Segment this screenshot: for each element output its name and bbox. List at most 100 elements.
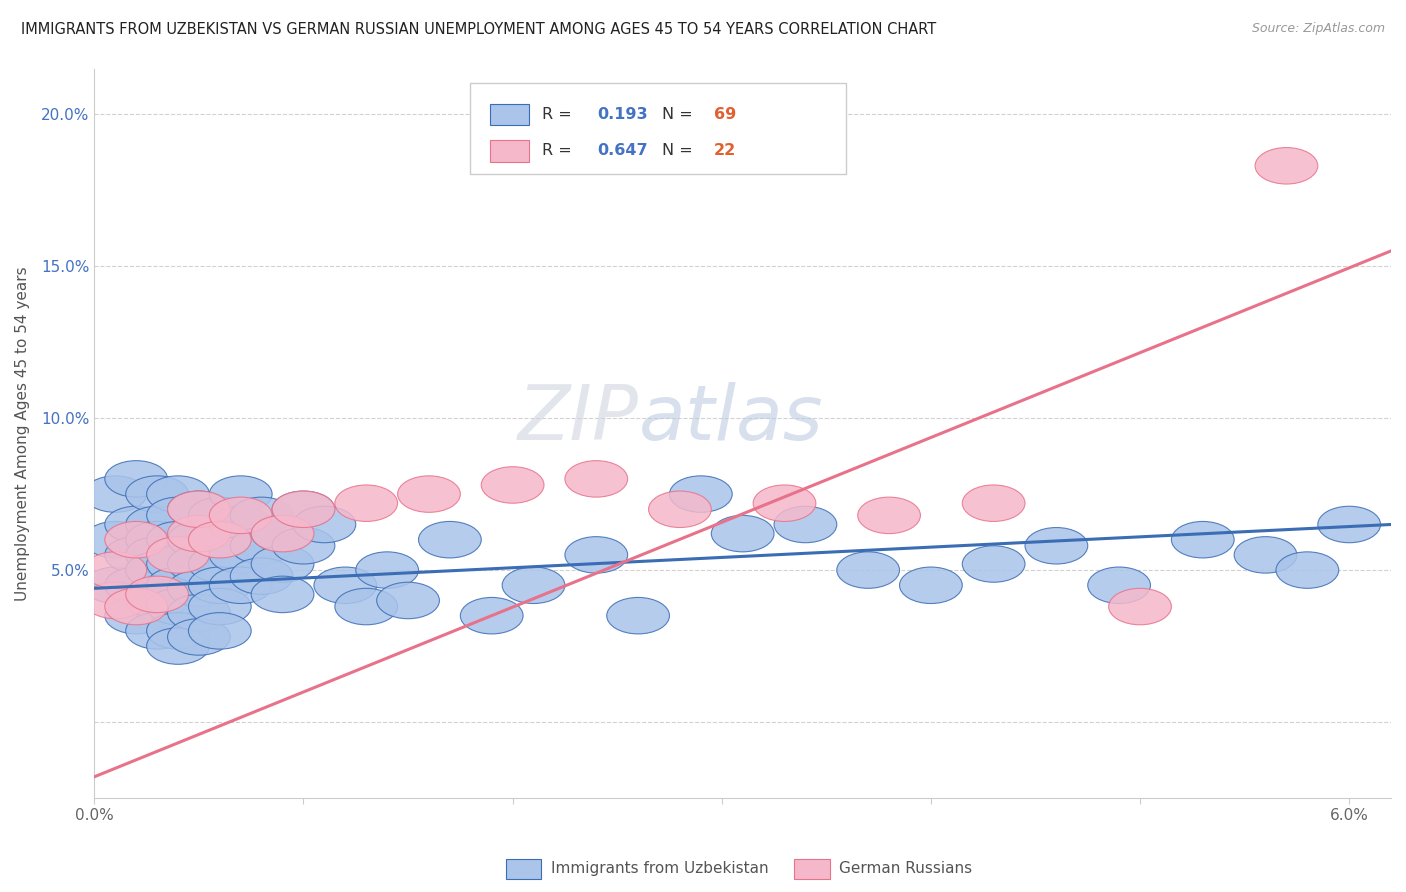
Ellipse shape: [398, 475, 460, 512]
Ellipse shape: [105, 567, 167, 604]
Ellipse shape: [167, 619, 231, 656]
Ellipse shape: [231, 558, 292, 594]
Ellipse shape: [146, 537, 209, 574]
Ellipse shape: [167, 491, 231, 527]
Ellipse shape: [252, 516, 314, 552]
Ellipse shape: [962, 546, 1025, 582]
Ellipse shape: [754, 485, 815, 522]
Text: atlas: atlas: [638, 382, 824, 456]
FancyBboxPatch shape: [471, 83, 846, 174]
Ellipse shape: [146, 589, 209, 624]
Text: N =: N =: [662, 107, 699, 122]
Ellipse shape: [188, 589, 252, 624]
Ellipse shape: [84, 582, 146, 619]
Ellipse shape: [125, 537, 188, 574]
Ellipse shape: [481, 467, 544, 503]
Ellipse shape: [84, 475, 146, 512]
Ellipse shape: [209, 475, 273, 512]
Ellipse shape: [146, 522, 209, 558]
Ellipse shape: [1256, 147, 1317, 184]
Ellipse shape: [858, 497, 921, 533]
Ellipse shape: [1088, 567, 1150, 604]
Ellipse shape: [1109, 589, 1171, 624]
Ellipse shape: [125, 522, 188, 558]
FancyBboxPatch shape: [489, 140, 529, 162]
Ellipse shape: [146, 475, 209, 512]
Ellipse shape: [1234, 537, 1296, 574]
Ellipse shape: [125, 582, 188, 619]
Ellipse shape: [607, 598, 669, 634]
Ellipse shape: [146, 613, 209, 649]
Text: Immigrants from Uzbekistan: Immigrants from Uzbekistan: [551, 862, 769, 876]
Ellipse shape: [1025, 527, 1088, 564]
Ellipse shape: [209, 497, 273, 533]
Ellipse shape: [273, 491, 335, 527]
Ellipse shape: [105, 598, 167, 634]
Ellipse shape: [105, 507, 167, 542]
Ellipse shape: [105, 522, 167, 558]
Ellipse shape: [146, 497, 209, 533]
Ellipse shape: [669, 475, 733, 512]
Ellipse shape: [209, 507, 273, 542]
Ellipse shape: [419, 522, 481, 558]
Ellipse shape: [231, 497, 292, 533]
Y-axis label: Unemployment Among Ages 45 to 54 years: Unemployment Among Ages 45 to 54 years: [15, 266, 30, 600]
Ellipse shape: [356, 552, 419, 589]
Ellipse shape: [167, 546, 231, 582]
Ellipse shape: [292, 507, 356, 542]
Ellipse shape: [565, 537, 627, 574]
Ellipse shape: [252, 516, 314, 552]
Ellipse shape: [167, 570, 231, 607]
FancyBboxPatch shape: [489, 103, 529, 126]
Ellipse shape: [167, 491, 231, 527]
Ellipse shape: [711, 516, 775, 552]
Ellipse shape: [252, 546, 314, 582]
Ellipse shape: [188, 613, 252, 649]
Ellipse shape: [84, 522, 146, 558]
Ellipse shape: [209, 567, 273, 604]
Ellipse shape: [167, 516, 231, 552]
Ellipse shape: [377, 582, 440, 619]
Ellipse shape: [314, 567, 377, 604]
Ellipse shape: [188, 546, 252, 582]
Ellipse shape: [125, 507, 188, 542]
Ellipse shape: [188, 522, 252, 558]
Ellipse shape: [775, 507, 837, 542]
Ellipse shape: [460, 598, 523, 634]
Text: R =: R =: [541, 107, 576, 122]
Ellipse shape: [1317, 507, 1381, 542]
Ellipse shape: [273, 491, 335, 527]
Text: 0.647: 0.647: [598, 144, 648, 159]
Ellipse shape: [146, 546, 209, 582]
Text: Source: ZipAtlas.com: Source: ZipAtlas.com: [1251, 22, 1385, 36]
Ellipse shape: [1171, 522, 1234, 558]
Ellipse shape: [167, 522, 231, 558]
Ellipse shape: [252, 576, 314, 613]
Text: N =: N =: [662, 144, 699, 159]
Ellipse shape: [125, 613, 188, 649]
Ellipse shape: [188, 497, 252, 533]
Ellipse shape: [167, 594, 231, 631]
Text: 22: 22: [714, 144, 737, 159]
Ellipse shape: [837, 552, 900, 589]
Ellipse shape: [146, 567, 209, 604]
Ellipse shape: [84, 552, 146, 589]
Text: IMMIGRANTS FROM UZBEKISTAN VS GERMAN RUSSIAN UNEMPLOYMENT AMONG AGES 45 TO 54 YE: IMMIGRANTS FROM UZBEKISTAN VS GERMAN RUS…: [21, 22, 936, 37]
Ellipse shape: [105, 589, 167, 624]
Ellipse shape: [335, 589, 398, 624]
Text: German Russians: German Russians: [839, 862, 973, 876]
Ellipse shape: [209, 537, 273, 574]
Ellipse shape: [105, 537, 167, 574]
Ellipse shape: [125, 576, 188, 613]
Text: R =: R =: [541, 144, 576, 159]
Ellipse shape: [231, 527, 292, 564]
Ellipse shape: [146, 628, 209, 665]
Ellipse shape: [188, 567, 252, 604]
Ellipse shape: [502, 567, 565, 604]
Ellipse shape: [84, 567, 146, 604]
Ellipse shape: [900, 567, 962, 604]
Ellipse shape: [125, 552, 188, 589]
Ellipse shape: [565, 460, 627, 497]
Text: ZIP: ZIP: [517, 382, 638, 456]
Ellipse shape: [105, 460, 167, 497]
